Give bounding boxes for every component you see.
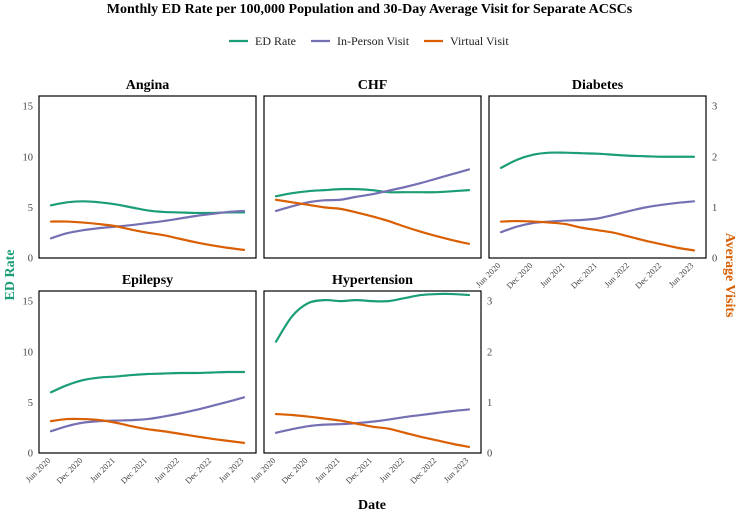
- x-tick-epilepsy-2: Jun 2021: [88, 455, 117, 484]
- series-line-ed-rate-hypertension: [274, 292, 471, 343]
- x-tick-diabetes-4: Jun 2022: [602, 260, 631, 289]
- series-line-in-person-visit-angina: [49, 209, 246, 240]
- panel-title-epilepsy: Epilepsy: [122, 273, 173, 288]
- series-line-ed-rate-diabetes: [499, 151, 696, 169]
- series-line-ed-rate-angina: [49, 200, 246, 215]
- legend-label-ed-rate: ED Rate: [255, 34, 296, 48]
- series-line-virtual-visit-diabetes: [499, 219, 696, 252]
- panel-diabetes: Diabetes: [488, 78, 707, 259]
- series-line-in-person-visit-hypertension: [274, 408, 471, 434]
- legend: ED Rate In-Person Visit Virtual Visit: [229, 34, 509, 48]
- series-line-ed-rate-epilepsy: [49, 370, 246, 394]
- x-tick-diabetes-3: Dec 2021: [569, 260, 599, 290]
- x-tick-diabetes-1: Dec 2020: [504, 260, 534, 290]
- y-tick-left-epilepsy-15: 15: [23, 297, 34, 308]
- x-tick-hypertension-6: Jun 2023: [441, 455, 470, 484]
- x-tick-epilepsy-1: Dec 2020: [54, 455, 84, 485]
- y-tick-left-epilepsy-5: 5: [28, 398, 33, 409]
- y-tick-right-hypertension-2: 2: [487, 347, 492, 358]
- panel-frame-diabetes: [488, 95, 707, 259]
- x-tick-epilepsy-6: Jun 2023: [216, 455, 245, 484]
- y-tick-right-diabetes-1: 1: [712, 203, 717, 214]
- x-tick-diabetes-5: Dec 2022: [633, 260, 663, 290]
- y-tick-left-angina-10: 10: [23, 152, 34, 163]
- x-tick-hypertension-2: Jun 2021: [313, 455, 342, 484]
- x-axis-title: Date: [358, 498, 386, 512]
- y-tick-right-diabetes-2: 2: [712, 152, 717, 163]
- series-line-virtual-visit-epilepsy: [49, 417, 246, 444]
- x-tick-diabetes-6: Jun 2023: [666, 260, 695, 289]
- panel-chf: CHF: [263, 78, 482, 259]
- y-tick-right-hypertension-3: 3: [487, 297, 492, 308]
- panel-frame-angina: [38, 95, 257, 259]
- panel-frame-chf: [263, 95, 482, 259]
- series-line-virtual-visit-hypertension: [274, 412, 471, 449]
- x-tick-diabetes-0: Jun 2020: [473, 260, 502, 289]
- panel-title-angina: Angina: [126, 78, 170, 93]
- x-tick-epilepsy-5: Dec 2022: [183, 455, 213, 485]
- y-axis-title-left: ED Rate: [3, 250, 18, 301]
- series-line-virtual-visit-angina: [49, 220, 246, 251]
- series-line-in-person-visit-chf: [274, 168, 471, 213]
- y-tick-left-epilepsy-10: 10: [23, 347, 34, 358]
- x-tick-hypertension-1: Dec 2020: [279, 455, 309, 485]
- panel-hypertension: Hypertension: [263, 273, 482, 454]
- panel-title-diabetes: Diabetes: [572, 78, 624, 93]
- y-tick-left-angina-5: 5: [28, 203, 33, 214]
- y-tick-left-epilepsy-0: 0: [28, 449, 33, 460]
- series-line-in-person-visit-epilepsy: [49, 396, 246, 433]
- panel-frame-hypertension: [263, 290, 482, 454]
- x-tick-hypertension-5: Dec 2022: [408, 455, 438, 485]
- series-line-in-person-visit-diabetes: [499, 200, 696, 234]
- panel-epilepsy: Epilepsy: [38, 273, 257, 454]
- x-tick-epilepsy-0: Jun 2020: [23, 455, 52, 484]
- chart-title: Monthly ED Rate per 100,000 Population a…: [107, 2, 633, 17]
- panel-title-chf: CHF: [358, 78, 388, 93]
- x-tick-diabetes-2: Jun 2021: [538, 260, 567, 289]
- x-tick-hypertension-0: Jun 2020: [248, 455, 277, 484]
- y-tick-right-diabetes-0: 0: [712, 254, 717, 265]
- y-tick-right-diabetes-3: 3: [712, 102, 717, 113]
- y-tick-right-hypertension-0: 0: [487, 449, 492, 460]
- panel-frame-epilepsy: [38, 290, 257, 454]
- y-tick-left-angina-0: 0: [28, 254, 33, 265]
- panels: Angina CHF Diabetes Epilepsy Hypertension: [38, 78, 707, 454]
- x-tick-epilepsy-4: Jun 2022: [152, 455, 181, 484]
- series-line-virtual-visit-chf: [274, 198, 471, 245]
- series-line-ed-rate-chf: [274, 187, 471, 198]
- panel-angina: Angina: [38, 78, 257, 259]
- panel-title-hypertension: Hypertension: [332, 273, 413, 288]
- x-tick-hypertension-4: Jun 2022: [377, 455, 406, 484]
- legend-label-virtual-visit: Virtual Visit: [450, 34, 509, 48]
- y-tick-right-hypertension-1: 1: [487, 398, 492, 409]
- y-axis-title-right: Average Visits: [722, 233, 737, 318]
- x-tick-epilepsy-3: Dec 2021: [119, 455, 149, 485]
- y-tick-left-angina-15: 15: [23, 102, 34, 113]
- x-tick-hypertension-3: Dec 2021: [344, 455, 374, 485]
- legend-label-in-person-visit: In-Person Visit: [337, 34, 410, 48]
